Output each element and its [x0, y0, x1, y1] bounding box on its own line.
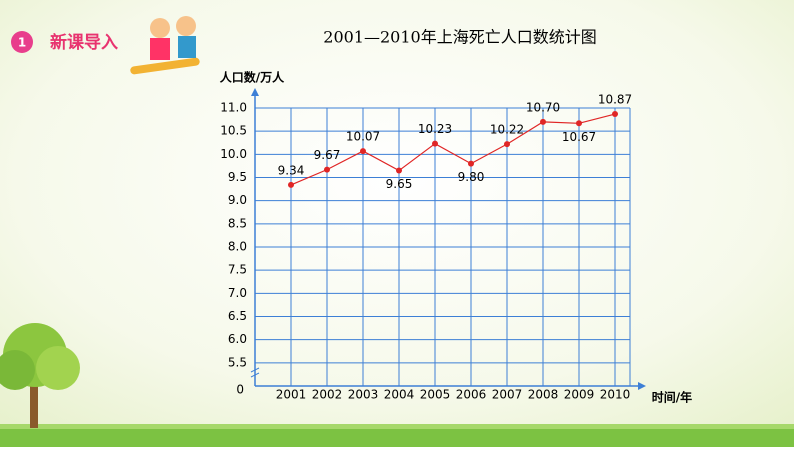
- y-origin-label: 0: [236, 383, 244, 397]
- x-tick-label: 2003: [348, 388, 379, 402]
- data-label: 10.70: [526, 100, 560, 114]
- data-point: [432, 140, 438, 147]
- y-tick-label: 9.0: [228, 193, 247, 207]
- data-label: 9.67: [314, 148, 341, 162]
- data-label: 9.80: [458, 170, 485, 184]
- data-point: [396, 167, 402, 174]
- x-tick-label: 2004: [384, 388, 415, 402]
- y-axis-arrow: [251, 88, 259, 96]
- section-number: 1: [18, 36, 26, 50]
- x-tick-label: 2008: [528, 388, 559, 402]
- x-tick-label: 2009: [564, 388, 595, 402]
- grass-top: [0, 424, 794, 429]
- x-tick-label: 2001: [276, 388, 307, 402]
- tree: [0, 323, 80, 428]
- y-tick-label: 9.5: [228, 170, 247, 184]
- data-point: [576, 120, 582, 127]
- y-tick-label: 6.0: [228, 332, 247, 346]
- data-point: [288, 181, 294, 188]
- y-tick-label: 10.0: [220, 147, 247, 161]
- data-label: 10.22: [490, 123, 524, 137]
- y-tick-label: 6.5: [228, 309, 247, 323]
- data-point: [612, 111, 618, 118]
- y-tick-label: 10.5: [220, 124, 247, 138]
- data-label: 10.07: [346, 130, 380, 144]
- y-tick-label: 8.0: [228, 240, 247, 254]
- x-tick-label: 2005: [420, 388, 451, 402]
- x-axis-arrow: [638, 382, 646, 390]
- y-axis-label: 人口数/万人: [220, 70, 285, 85]
- grass: [0, 428, 794, 447]
- section-title: 新课导入: [50, 32, 118, 53]
- data-label: 10.23: [418, 122, 452, 136]
- section-badge: [11, 31, 33, 53]
- x-tick-label: 2010: [600, 388, 631, 402]
- data-point: [540, 118, 546, 125]
- x-tick-label: 2007: [492, 388, 523, 402]
- data-point: [324, 166, 330, 173]
- y-tick-label: 5.5: [228, 355, 247, 369]
- y-tick-label: 11.0: [220, 101, 247, 115]
- chart-title: 2001—2010年上海死亡人口数统计图: [323, 28, 596, 47]
- data-point: [504, 141, 510, 148]
- y-tick-label: 8.5: [228, 216, 247, 230]
- data-label: 10.67: [562, 130, 596, 144]
- x-axis-label: 时间/年: [652, 390, 692, 405]
- x-tick-label: 2006: [456, 388, 487, 402]
- y-tick-label: 7.0: [228, 286, 247, 300]
- data-point: [468, 160, 474, 167]
- data-line: [290, 113, 616, 186]
- data-label: 10.87: [598, 93, 632, 107]
- kids-illustration: [130, 16, 200, 75]
- x-tick-label: 2002: [312, 388, 343, 402]
- y-tick-label: 7.5: [228, 263, 247, 277]
- data-point: [360, 148, 366, 155]
- data-label: 9.34: [278, 163, 305, 177]
- axis-break: [250, 367, 260, 378]
- data-label: 9.65: [386, 177, 413, 191]
